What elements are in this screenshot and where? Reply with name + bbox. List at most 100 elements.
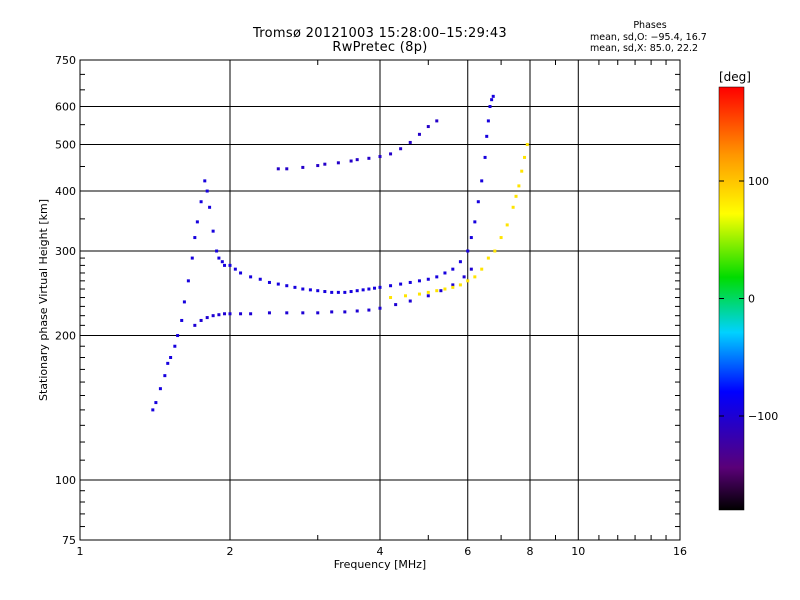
data-point [349, 290, 353, 294]
data-point [301, 165, 305, 169]
x-tick-label: 6 [464, 545, 471, 558]
data-point [367, 308, 371, 312]
data-point [223, 312, 227, 316]
data-point [195, 220, 199, 224]
data-point [355, 309, 359, 313]
x-tick-label: 16 [673, 545, 687, 558]
y-tick-label: 500 [55, 139, 76, 152]
y-tick-label: 750 [55, 54, 76, 67]
data-point [458, 283, 462, 287]
data-point [480, 179, 484, 183]
data-point [223, 263, 227, 267]
data-point [193, 236, 197, 240]
data-point [480, 267, 484, 271]
x-axis-label: Frequency [MHz] [334, 558, 426, 571]
data-point [435, 275, 439, 279]
data-point [285, 311, 289, 315]
data-point [151, 408, 155, 412]
data-point [355, 289, 359, 293]
data-point [389, 296, 393, 300]
x-tick-label: 1 [77, 545, 84, 558]
data-point [517, 184, 521, 188]
phases-x-mode: mean, sd,X: 85.0, 22.2 [590, 43, 699, 54]
data-point [190, 256, 194, 260]
x-tick-label: 10 [571, 545, 585, 558]
data-point [316, 289, 320, 293]
data-point [349, 159, 353, 163]
data-point [267, 280, 271, 284]
data-point [525, 143, 529, 147]
data-point [389, 152, 393, 156]
data-point [186, 279, 190, 283]
data-point [249, 275, 253, 279]
data-point [355, 158, 359, 162]
data-point [499, 236, 503, 240]
data-point [408, 140, 412, 144]
data-point [316, 164, 320, 168]
data-point [166, 361, 170, 365]
data-point [451, 267, 455, 271]
data-point [439, 289, 443, 293]
data-point [490, 98, 494, 102]
data-point [323, 162, 327, 166]
data-point [276, 167, 280, 171]
data-point [486, 119, 490, 123]
y-tick-label: 100 [55, 474, 76, 487]
data-point [239, 312, 243, 316]
data-point [323, 290, 327, 294]
data-point [443, 287, 447, 291]
data-point [258, 277, 262, 281]
data-point [193, 323, 197, 327]
y-tick-label: 75 [62, 534, 76, 547]
data-point [417, 292, 421, 296]
x-tick-label: 2 [227, 545, 234, 558]
data-point [511, 205, 515, 209]
data-point [443, 271, 447, 275]
data-point [435, 289, 439, 293]
data-point [180, 318, 184, 322]
data-point [199, 200, 203, 204]
data-point [228, 312, 232, 316]
data-point [458, 260, 462, 264]
data-point [469, 267, 473, 271]
data-point [473, 275, 477, 279]
data-point [336, 161, 340, 165]
data-point [473, 220, 477, 224]
data-point [403, 294, 407, 298]
data-point [451, 285, 455, 289]
x-tick-label: 8 [527, 545, 534, 558]
data-point [451, 283, 455, 287]
x-tick-label: 4 [377, 545, 384, 558]
data-point [466, 279, 470, 283]
data-point [330, 310, 334, 314]
data-point [466, 249, 470, 253]
data-point [417, 132, 421, 136]
data-point [208, 205, 212, 209]
data-point [276, 282, 280, 286]
data-point [394, 303, 398, 307]
data-point [316, 311, 320, 315]
colorbar-unit-label: [deg] [719, 70, 751, 84]
data-point [199, 318, 203, 322]
data-point [389, 284, 393, 288]
data-point [343, 310, 347, 314]
data-point [205, 316, 209, 320]
data-point [514, 194, 518, 198]
data-point [233, 267, 237, 271]
data-point [520, 169, 524, 173]
y-tick-label: 600 [55, 101, 76, 114]
colorbar-tick-label: −100 [748, 410, 778, 423]
data-point [367, 156, 371, 160]
data-point [488, 105, 492, 109]
phases-stats: Phases mean, sd,O: −95.4, 16.7 mean, sd,… [590, 20, 710, 55]
data-point [378, 285, 382, 289]
data-point [417, 279, 421, 283]
data-point [378, 306, 382, 310]
data-point [426, 294, 430, 298]
data-point [205, 189, 209, 193]
data-point [505, 223, 509, 227]
colorbar-tick-label: 0 [748, 293, 755, 306]
y-tick-label: 300 [55, 245, 76, 258]
chart-title: Tromsø 20121003 15:28:00–15:29:43 [252, 26, 508, 41]
